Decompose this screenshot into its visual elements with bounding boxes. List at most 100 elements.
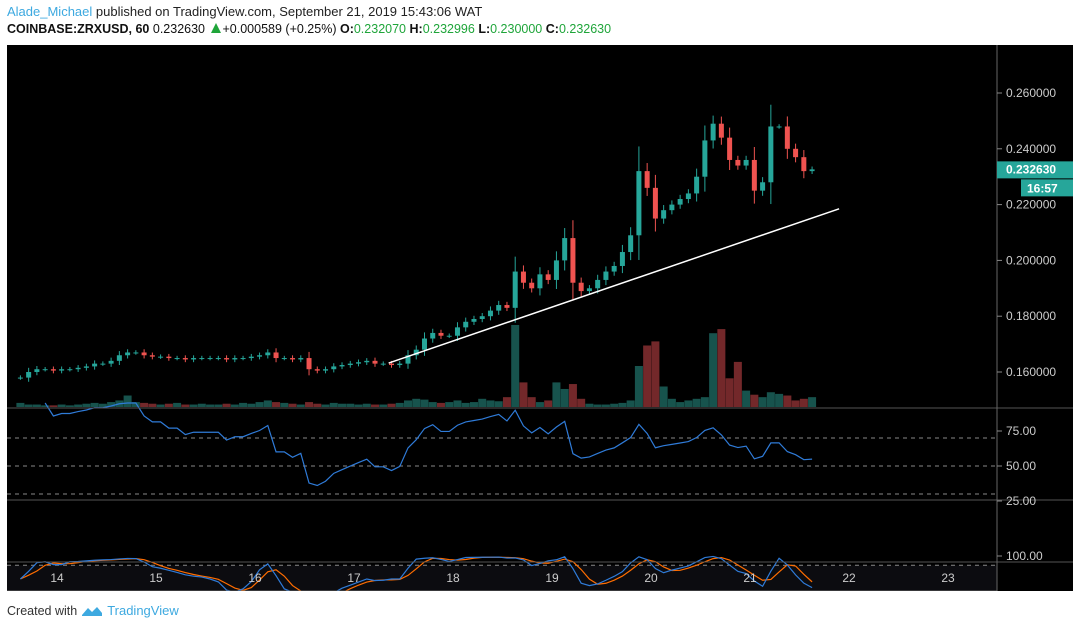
- volume-bar: [387, 403, 396, 407]
- volume-bar: [766, 392, 775, 407]
- time-tick-label: 21: [743, 571, 757, 585]
- candle-body: [397, 363, 403, 366]
- candle-body: [265, 352, 271, 356]
- volume-bar: [420, 399, 429, 407]
- published-text: published on TradingView.com, September …: [95, 4, 483, 19]
- chart-background: [7, 45, 1073, 591]
- volume-bar: [478, 398, 487, 407]
- candle-body: [199, 358, 205, 360]
- price-tick-label: 0.220000: [1006, 198, 1056, 212]
- volume-bar: [535, 402, 544, 407]
- price-tick-label: 0.260000: [1006, 86, 1056, 100]
- volume-bar: [412, 398, 421, 407]
- volume-bar: [263, 400, 272, 407]
- candle-body: [413, 349, 419, 356]
- publish-info: Alade_Michael published on TradingView.c…: [7, 4, 482, 19]
- candle-body: [727, 137, 733, 160]
- volume-bar: [371, 404, 380, 407]
- candle-body: [232, 358, 238, 360]
- volume-bar: [173, 402, 182, 407]
- volume-bar: [667, 398, 676, 407]
- candle-body: [405, 355, 411, 364]
- high-label: H:: [409, 22, 423, 36]
- volume-bar: [156, 404, 165, 407]
- candle-body: [50, 369, 56, 371]
- rsi-tick-label: 75.00: [1006, 424, 1036, 438]
- candle-body: [636, 171, 642, 236]
- candle-body: [166, 356, 172, 359]
- trendline[interactable]: [388, 208, 840, 364]
- candle-body: [644, 171, 650, 188]
- volume-bar: [733, 361, 742, 407]
- volume-bar: [206, 404, 215, 407]
- volume-bar: [131, 402, 140, 407]
- tradingview-brand-link[interactable]: TradingView: [107, 603, 179, 618]
- candle-body: [182, 358, 188, 360]
- author-link[interactable]: Alade_Michael: [7, 4, 93, 19]
- volume-bar: [24, 404, 33, 407]
- volume-bar: [214, 404, 223, 407]
- candle-body: [784, 126, 790, 149]
- stoch-tick-label: 100.00: [1006, 549, 1043, 563]
- candle-body: [421, 338, 427, 350]
- volume-bar: [338, 403, 347, 407]
- candle-body: [356, 362, 362, 364]
- volume-bar: [82, 403, 91, 407]
- rsi-tick-label: 50.00: [1006, 459, 1036, 473]
- candle-body: [760, 182, 766, 191]
- candle-body: [471, 318, 477, 322]
- volume-bar: [626, 400, 635, 407]
- volume-bar: [189, 404, 198, 407]
- volume-bar: [577, 398, 586, 407]
- last-price: 0.232630: [152, 22, 206, 36]
- volume-bar: [643, 345, 652, 407]
- volume-bars: [16, 325, 817, 407]
- volume-bar: [32, 404, 41, 407]
- current-price-label: 0.232630: [1006, 162, 1056, 176]
- volume-bar: [296, 404, 305, 407]
- candle-body: [710, 123, 716, 141]
- candle-body: [67, 369, 73, 371]
- volume-bar: [74, 404, 83, 407]
- candle-body: [347, 363, 353, 366]
- volume-bar: [148, 403, 157, 407]
- candle-body: [372, 360, 378, 364]
- candle-body: [611, 265, 617, 272]
- volume-bar: [239, 402, 248, 407]
- candle-body: [702, 140, 708, 177]
- volume-bar: [164, 403, 173, 407]
- current-price-badge: [997, 161, 1073, 179]
- volume-bar: [403, 400, 412, 407]
- candle-body: [512, 271, 518, 308]
- price-change: +0.000589 (+0.25%): [222, 22, 337, 36]
- chart-canvas[interactable]: 75.0050.0025.00100.000.000.2600000.24000…: [7, 45, 1073, 591]
- volume-bar: [593, 404, 602, 407]
- candle-body: [661, 210, 667, 219]
- volume-bar: [123, 395, 132, 407]
- candle-body: [75, 367, 81, 370]
- axes: 75.0050.0025.00100.000.000.2600000.24000…: [7, 45, 1073, 591]
- volume-bar: [519, 382, 528, 407]
- volume-bar: [568, 384, 577, 407]
- candle-body: [339, 365, 345, 367]
- candle-body: [529, 282, 535, 289]
- candle-body: [116, 355, 122, 361]
- candle-body: [215, 358, 221, 360]
- candle-body: [446, 335, 452, 337]
- volume-bar: [742, 390, 751, 407]
- candle-body: [685, 193, 691, 200]
- candle-body: [545, 274, 551, 280]
- volume-bar: [49, 405, 58, 407]
- low-value: 0.230000: [490, 22, 543, 36]
- volume-bar: [700, 397, 709, 407]
- candle-body: [652, 187, 658, 219]
- candle-body: [149, 355, 155, 357]
- candle-body: [801, 157, 807, 172]
- candle-body: [108, 360, 114, 364]
- volume-bar: [502, 397, 511, 407]
- price-tick-label: 0.200000: [1006, 253, 1056, 267]
- volume-bar: [758, 397, 767, 407]
- up-arrow-icon: [210, 23, 221, 33]
- volume-bar: [41, 405, 50, 407]
- candle-body: [34, 369, 40, 372]
